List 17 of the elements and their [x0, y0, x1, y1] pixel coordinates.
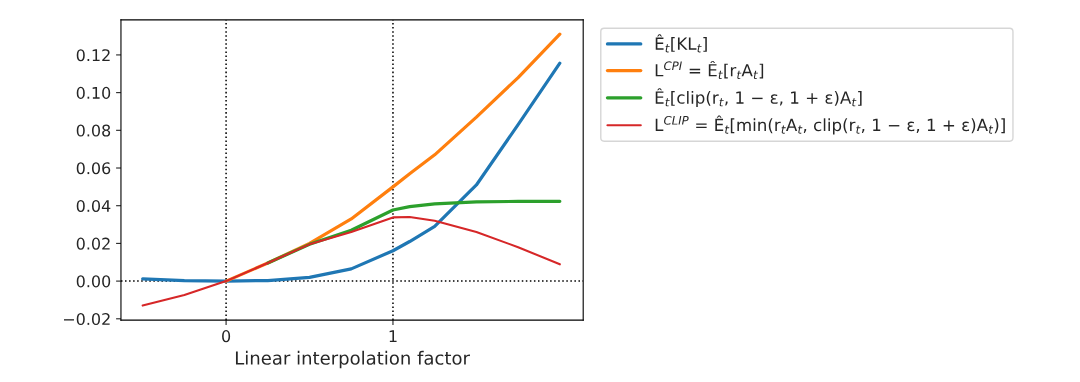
y-tick-label: 0.06 — [76, 162, 111, 175]
x-axis-title: Linear interpolation factor — [235, 350, 470, 369]
legend-label: Ê$_{t}$[KL$_{t}$] — [655, 34, 707, 53]
y-tick-label: 0.00 — [76, 275, 111, 288]
text: L$^{CPI}$ = Ê$_{t}$[r$_{t}$A$_{t}$] — [655, 60, 764, 80]
y-tick-label: 0.02 — [76, 237, 110, 250]
line-series — [141, 215, 561, 307]
y-tick-label: −0.02 — [63, 313, 110, 326]
line-series — [141, 61, 562, 283]
y-tick-label: 0.10 — [76, 86, 111, 99]
y-tick-label: 0.12 — [76, 49, 110, 62]
y-tick-label: 0.04 — [76, 199, 111, 212]
x-tick-label: 0 — [222, 330, 231, 343]
text: L$^{CLIP}$ = Ê$_{t}$[min(r$_{t}$A$_{t}$, clip(r$_{t}$, 1 − ε, 1 + ε)A$_{t}$)] — [655, 115, 1005, 135]
legend-label: Ê$_{t}$[clip(r$_{t}$, 1 − ε, 1 + ε)A$_{t}$] — [655, 88, 862, 108]
x-tick-label: 1 — [389, 330, 397, 342]
y-tick-label: 0.08 — [76, 124, 111, 137]
